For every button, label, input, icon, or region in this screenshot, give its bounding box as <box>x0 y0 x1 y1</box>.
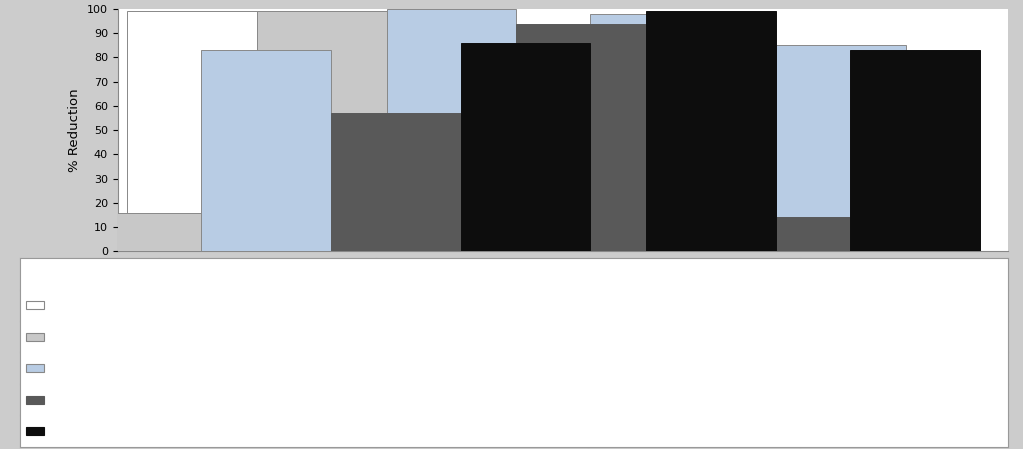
Text: 65: 65 <box>897 300 910 310</box>
Text: β-glucuronidase
positive E. coli: β-glucuronidase positive E. coli <box>650 263 739 285</box>
Text: 14: 14 <box>687 395 701 405</box>
Bar <box>202 50 330 251</box>
Bar <box>647 11 775 251</box>
Bar <box>460 43 590 251</box>
Bar <box>647 55 775 251</box>
Bar <box>775 45 905 251</box>
Bar <box>517 23 647 251</box>
Bar <box>257 11 387 251</box>
Bar <box>387 9 517 251</box>
Text: SL10C: SL10C <box>47 426 82 436</box>
Bar <box>330 33 460 251</box>
Text: 83: 83 <box>261 363 274 373</box>
Text: 81: 81 <box>897 332 910 342</box>
Text: 99: 99 <box>476 332 489 342</box>
Text: 74: 74 <box>687 332 701 342</box>
Text: Fecal coliforms: Fecal coliforms <box>441 269 524 279</box>
Y-axis label: % Reduction: % Reduction <box>69 88 82 172</box>
Bar <box>517 94 647 251</box>
Text: 99: 99 <box>476 300 489 310</box>
Bar <box>590 14 720 251</box>
Bar <box>127 11 257 251</box>
Text: SL5C: SL5C <box>47 395 75 405</box>
Text: Coliforms: Coliforms <box>241 269 294 279</box>
Bar <box>720 217 850 251</box>
Text: 86: 86 <box>261 426 274 436</box>
Bar <box>72 213 202 251</box>
Text: 99: 99 <box>476 426 489 436</box>
Text: SL10F: SL10F <box>47 363 81 373</box>
Text: 0: 0 <box>264 300 271 310</box>
Text: 98: 98 <box>687 363 701 373</box>
Text: 90: 90 <box>687 300 701 310</box>
Bar <box>330 113 460 251</box>
Bar <box>850 50 980 251</box>
Text: 0: 0 <box>900 395 907 405</box>
Text: Enterococci: Enterococci <box>872 269 936 279</box>
Text: 83: 83 <box>687 426 701 436</box>
Text: 94: 94 <box>476 395 489 405</box>
Text: SLU final: SLU final <box>47 300 96 310</box>
Text: 85: 85 <box>897 363 910 373</box>
Bar <box>460 72 590 251</box>
Text: SL5F: SL5F <box>47 332 74 342</box>
Text: 58: 58 <box>897 426 910 436</box>
Text: 100: 100 <box>472 363 493 373</box>
Text: 57: 57 <box>261 395 274 405</box>
Text: 16: 16 <box>261 332 274 342</box>
